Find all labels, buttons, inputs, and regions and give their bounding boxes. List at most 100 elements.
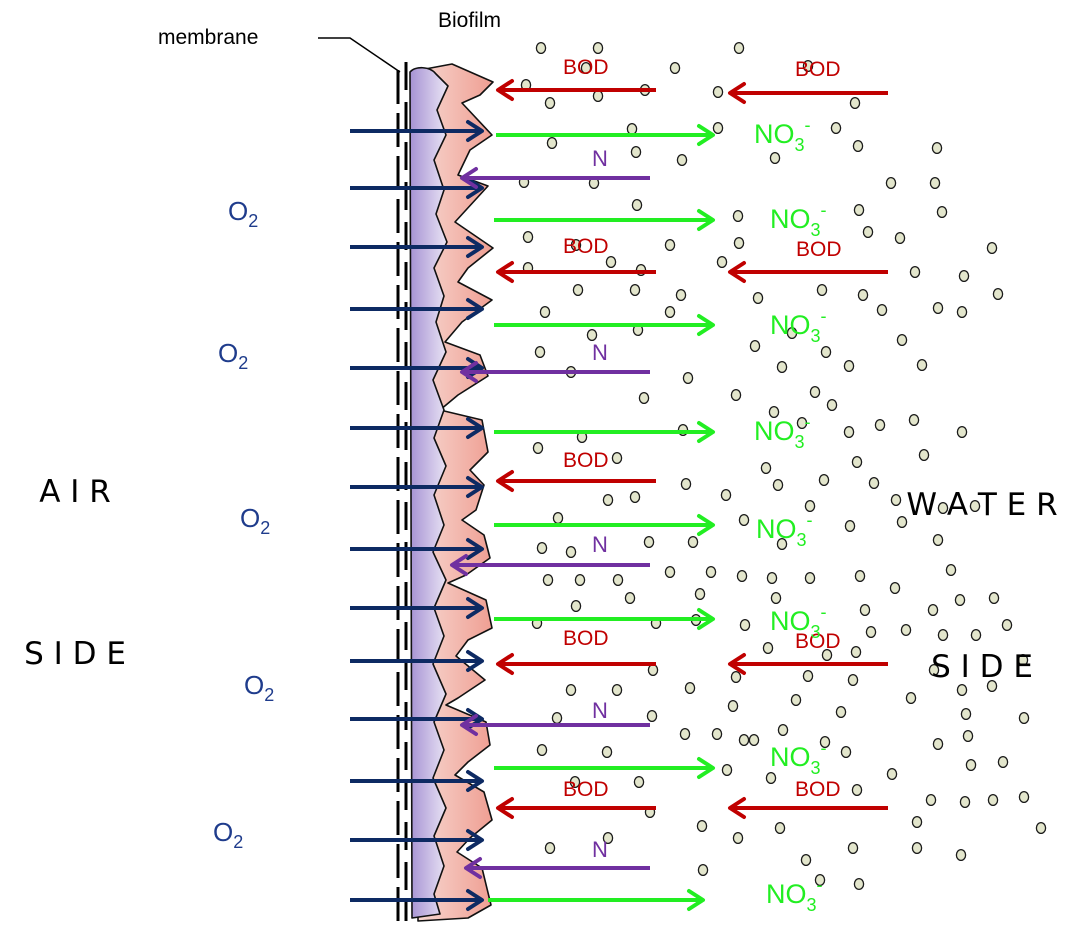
particle-dot [765,771,777,785]
oxygen-arrow-head [466,650,484,672]
nitrate-label: NO3- [756,510,813,550]
particle-dot [535,41,547,55]
particle-dot [908,413,920,427]
particle-dot [712,85,724,99]
oxygen-label: O2 [218,338,248,373]
bod-label: BOD [563,56,609,79]
particle-dot [890,493,902,507]
nitrate-label: NO3- [754,115,811,155]
bod-arrow-head [496,79,514,101]
particle-dot [955,848,967,862]
particle-dot [997,755,1009,769]
particle-dot [532,441,544,455]
oxygen-label: O2 [228,196,258,231]
bod-label: BOD [563,235,609,258]
biofilm-layer [409,63,494,922]
particle-dot [847,841,859,855]
particle-dot [970,628,982,642]
oxygen-arrow-head [466,597,484,619]
particle-dot [835,705,847,719]
oxygen-arrow-head [466,298,484,320]
particle-dot [916,358,928,372]
particle-dot [716,255,728,269]
particle-dot [816,283,828,297]
oxygen-arrow-head [466,177,484,199]
water-side-line1: W A T E R [906,487,1058,523]
particle-dot [814,873,826,887]
particle-dot [956,425,968,439]
particle-dot [736,569,748,583]
particle-dot [574,573,586,587]
particle-dot [1018,711,1030,725]
particle-dot [536,541,548,555]
particle-dot [852,139,864,153]
particle-dot [572,283,584,297]
particle-dot [809,385,821,399]
particle-dot [675,288,687,302]
membrane-leader-line [318,37,401,73]
particle-dot [679,727,691,741]
particle-dot [818,473,830,487]
particle-dot [962,729,974,743]
particle-dot [896,515,908,529]
water-side-line2: S I D E [931,649,1033,685]
particle-dot [752,291,764,305]
oxygen-arrow-head [466,829,484,851]
nitrate-arrow-head [697,314,715,336]
particle-dot [868,476,880,490]
particle-dot [748,733,760,747]
particle-dot [626,122,638,136]
particle-dot [730,388,742,402]
particle-dot [696,819,708,833]
particle-dot [682,371,694,385]
nitrate-label: NO3- [770,738,827,778]
particle-dot [730,670,742,684]
particle-dot [705,565,717,579]
bod-label: BOD [795,58,841,81]
particle-dot [605,255,617,269]
particle-dot [844,519,856,533]
particle-dot [768,405,780,419]
particle-dot [629,283,641,297]
particle-dot [552,511,564,525]
particle-dot [680,477,692,491]
particle-dot [544,96,556,110]
bod-label: BOD [796,238,842,261]
particle-dot [684,681,696,695]
particle-dot [712,121,724,135]
particle-dot [986,241,998,255]
nitrate-label: NO3- [770,200,827,240]
particle-dot [536,743,548,757]
particle-dot [796,416,808,430]
nitrate-arrow-head [697,514,715,536]
particle-dot [802,669,814,683]
particle-dot [958,269,970,283]
nitrate-arrow-head [687,889,705,911]
particle-dot [956,305,968,319]
particle-dot [931,141,943,155]
nitrogen-arrow-head [460,714,478,736]
oxygen-arrow-head [466,538,484,560]
water-side-label: W A T E R S I D E [888,370,1076,802]
particle-dot [987,793,999,807]
particle-dot [727,699,739,713]
particle-dot [569,775,581,789]
bod-arrow-head [496,261,514,283]
particle-dot [777,723,789,737]
particle-dot [932,533,944,547]
particle-dot [601,745,613,759]
particle-dot [804,499,816,513]
nitrate-label: NO3- [770,602,827,642]
particle-dot [776,537,788,551]
nitrogen-arrow-head [450,554,468,576]
particle-dot [546,136,558,150]
particle-dot [992,287,1004,301]
particle-dot [664,305,676,319]
particle-dot [534,345,546,359]
nitrogen-label: N [592,837,608,862]
particle-dot [790,693,802,707]
nitrogen-arrow-head [460,361,478,383]
particle-dot [774,821,786,835]
particle-dot [762,641,774,655]
water-particles [518,41,1047,891]
